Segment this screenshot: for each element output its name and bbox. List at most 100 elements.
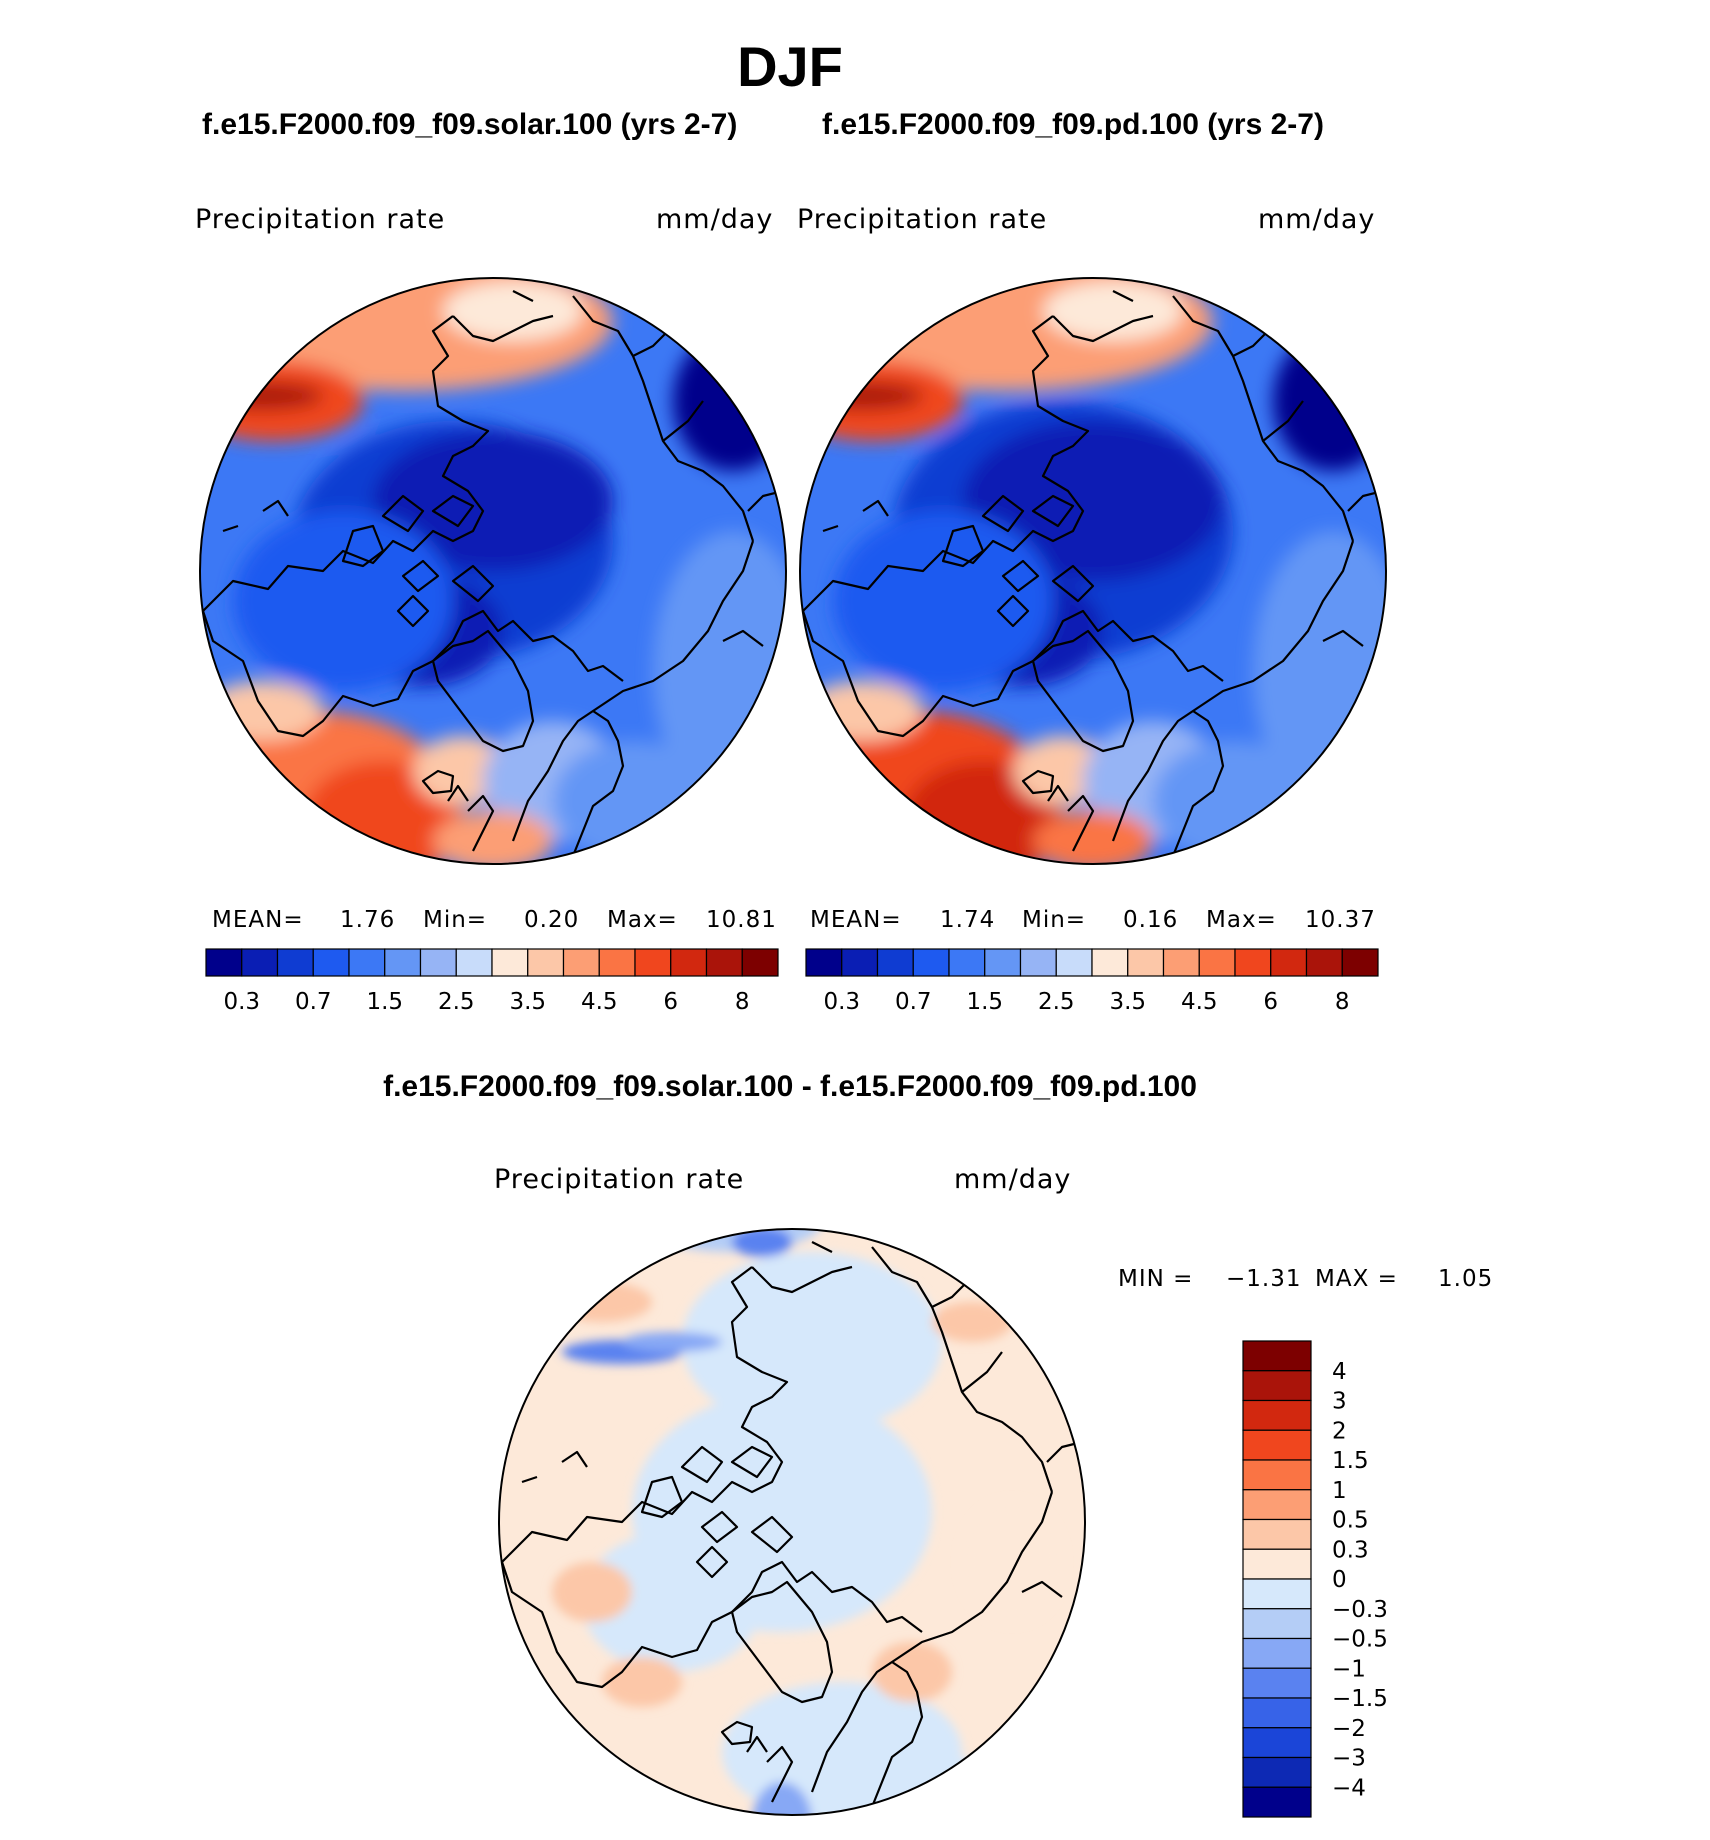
difference-colorbar-swatch: [1242, 1399, 1312, 1431]
panel-1-units: mm/day: [656, 204, 774, 235]
panel-2-case-title: f.e15.F2000.f09_f09.pd.100 (yrs 2-7): [822, 108, 1324, 141]
panel-2-colorbar-tick-label: 1.5: [966, 989, 1003, 1015]
difference-colorbar-label: −0.3: [1332, 1597, 1388, 1623]
panel-2-max-value: 10.37: [1305, 907, 1376, 933]
panel-1-colorbar-tick-label: 2.5: [438, 989, 475, 1015]
panel-1-colorbar-swatch: [562, 948, 600, 977]
panel-2-colorbar-swatch: [1055, 948, 1093, 977]
panel-2-colorbar-swatch: [984, 948, 1022, 977]
difference-colorbar-swatch: [1242, 1518, 1312, 1550]
panel-2-mean-label: MEAN=: [810, 907, 902, 933]
panel-2-colorbar-swatch: [1234, 948, 1272, 977]
difference-units: mm/day: [954, 1164, 1072, 1195]
panel-1-colorbar-swatch: [491, 948, 529, 977]
difference-colorbar-swatch: [1242, 1667, 1312, 1699]
difference-min-value: −1.31: [1226, 1266, 1302, 1292]
panel-2-colorbar-tick-label: 0.7: [895, 989, 932, 1015]
panel-1-colorbar-swatch: [527, 948, 565, 977]
difference-colorbar-label: 0.5: [1332, 1508, 1369, 1534]
difference-min-label: MIN =: [1118, 1266, 1194, 1292]
difference-colorbar-swatch: [1242, 1637, 1312, 1669]
panel-1-colorbar-swatch: [276, 948, 314, 977]
difference-colorbar-swatch: [1242, 1578, 1312, 1610]
difference-colorbar-swatch: [1242, 1340, 1312, 1372]
difference-colorbar-label: 3: [1332, 1389, 1347, 1415]
panel-1-colorbar-swatch: [670, 948, 708, 977]
panel-2-colorbar-tick-label: 3.5: [1109, 989, 1146, 1015]
difference-max-label: MAX =: [1315, 1266, 1398, 1292]
difference-polar-map: [498, 1228, 1086, 1816]
panel-2-colorbar-swatch: [1091, 948, 1129, 977]
difference-colorbar-label: 0.3: [1332, 1537, 1369, 1563]
difference-colorbar-label: −4: [1332, 1775, 1366, 1801]
difference-colorbar-swatch: [1242, 1429, 1312, 1461]
panel-2-colorbar-swatch: [876, 948, 914, 977]
panel-1-colorbar-tick-label: 4.5: [581, 989, 618, 1015]
season-title: DJF: [737, 35, 843, 98]
panel-2-polar-map: [799, 277, 1387, 865]
difference-colorbar-label: −1.5: [1332, 1686, 1388, 1712]
panel-1-min-value: 0.20: [524, 907, 580, 933]
panel-1-colorbar: 0.3 0.7 1.5 2.5 3.5 4.5 6 8: [205, 948, 779, 1015]
panel-2-colorbar-swatch: [1270, 948, 1308, 977]
panel-1-min-label: Min=: [423, 907, 488, 933]
panel-1-colorbar-swatch: [455, 948, 493, 977]
panel-2-colorbar-swatch: [948, 948, 986, 977]
difference-colorbar: 4 3 2 1.5 1 0.5 0.3 0 −0.3 −0.5 −1 −1.5 −2 −3 −4: [1242, 1340, 1388, 1818]
panel-1-mean-label: MEAN=: [212, 907, 304, 933]
panel-2-colorbar-swatch: [1127, 948, 1165, 977]
difference-colorbar-swatch: [1242, 1489, 1312, 1521]
panel-1-colorbar-swatch: [241, 948, 279, 977]
panel-2-min-label: Min=: [1022, 907, 1087, 933]
panel-2-mean-value: 1.74: [940, 907, 996, 933]
panel-1-colorbar-swatch: [598, 948, 636, 977]
panel-2-colorbar-swatch: [1198, 948, 1236, 977]
panel-2-colorbar-swatch: [1305, 948, 1343, 977]
panel-2-colorbar-swatch: [912, 948, 950, 977]
panel-1-colorbar-swatch: [384, 948, 422, 977]
difference-colorbar-label: 0: [1332, 1567, 1347, 1593]
panel-2-variable: Precipitation rate: [797, 204, 1048, 235]
panel-1-colorbar-swatch: [312, 948, 350, 977]
panel-1-colorbar-swatch: [419, 948, 457, 977]
difference-variable: Precipitation rate: [494, 1164, 745, 1195]
panel-1-colorbar-tick-label: 3.5: [509, 989, 546, 1015]
panel-1-max-value: 10.81: [706, 907, 777, 933]
panel-1-colorbar-swatch: [348, 948, 386, 977]
difference-colorbar-label: −3: [1332, 1746, 1366, 1772]
panel-1-colorbar-swatch: [634, 948, 672, 977]
difference-colorbar-swatch: [1242, 1727, 1312, 1759]
panel-1-mean-value: 1.76: [340, 907, 396, 933]
panel-1-colorbar-tick-label: 0.7: [295, 989, 332, 1015]
difference-title: f.e15.F2000.f09_f09.solar.100 - f.e15.F2…: [383, 1070, 1197, 1103]
panel-2-colorbar-swatch: [1341, 948, 1379, 977]
difference-colorbar-label: 1: [1332, 1478, 1347, 1504]
difference-colorbar-swatch: [1242, 1608, 1312, 1640]
panel-1-colorbar-tick-label: 1.5: [366, 989, 403, 1015]
panel-2-colorbar-tick-label: 8: [1335, 989, 1350, 1015]
difference-colorbar-swatch: [1242, 1459, 1312, 1491]
difference-colorbar-label: −1: [1332, 1656, 1366, 1682]
panel-1-max-label: Max=: [607, 907, 678, 933]
difference-colorbar-label: −2: [1332, 1716, 1366, 1742]
panel-1-colorbar-tick-label: 8: [735, 989, 750, 1015]
panel-2-colorbar-swatch: [841, 948, 879, 977]
panel-2-colorbar: 0.3 0.7 1.5 2.5 3.5 4.5 6 8: [805, 948, 1379, 1015]
panel-2-colorbar-swatch: [1019, 948, 1057, 977]
panel-2-colorbar-swatch: [805, 948, 843, 977]
panel-1-variable: Precipitation rate: [195, 204, 446, 235]
difference-colorbar-swatch: [1242, 1370, 1312, 1402]
panel-1-colorbar-swatch: [741, 948, 779, 977]
panel-2-colorbar-tick-label: 4.5: [1181, 989, 1218, 1015]
panel-1-colorbar-swatch: [205, 948, 243, 977]
difference-colorbar-swatch: [1242, 1786, 1312, 1818]
difference-colorbar-swatch: [1242, 1697, 1312, 1729]
difference-colorbar-label: −0.5: [1332, 1627, 1388, 1653]
panel-2-colorbar-swatch: [1162, 948, 1200, 977]
difference-max-value: 1.05: [1438, 1266, 1494, 1292]
difference-colorbar-swatch: [1242, 1548, 1312, 1580]
panel-2-colorbar-tick-label: 0.3: [823, 989, 860, 1015]
difference-colorbar-label: 1.5: [1332, 1448, 1369, 1474]
difference-colorbar-label: 2: [1332, 1418, 1347, 1444]
panel-2-colorbar-tick-label: 2.5: [1038, 989, 1075, 1015]
